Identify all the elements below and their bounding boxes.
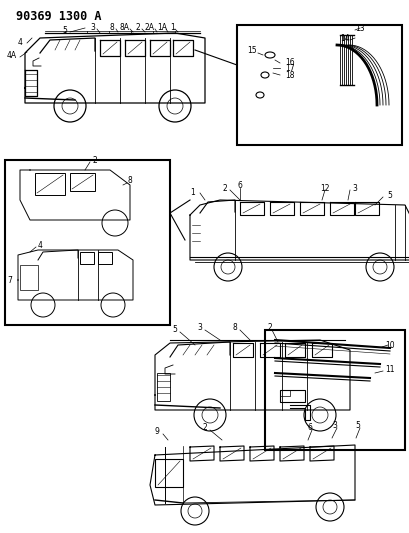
- Text: 3: 3: [352, 183, 357, 192]
- Text: 5: 5: [63, 26, 67, 35]
- Bar: [155, 459, 182, 487]
- Text: 4: 4: [38, 240, 43, 249]
- Text: 8A: 8A: [120, 22, 130, 31]
- Text: 8: 8: [109, 22, 114, 31]
- Text: 5: 5: [355, 422, 360, 431]
- Text: 8: 8: [127, 175, 132, 184]
- Text: 2: 2: [92, 156, 97, 165]
- Bar: [5, 160, 170, 325]
- Bar: [35, 173, 65, 195]
- Text: 16: 16: [285, 58, 294, 67]
- Text: 3: 3: [90, 22, 95, 31]
- Text: 15: 15: [247, 45, 256, 54]
- Text: 3: 3: [332, 422, 337, 431]
- Bar: [279, 390, 304, 402]
- Bar: [236, 25, 401, 145]
- Bar: [98, 252, 112, 264]
- Text: 7: 7: [7, 276, 12, 285]
- Text: 4: 4: [18, 37, 22, 46]
- Text: 2A: 2A: [145, 22, 155, 31]
- Text: 2: 2: [202, 424, 207, 432]
- Text: 9: 9: [154, 427, 159, 437]
- Text: 2: 2: [222, 183, 227, 192]
- Text: 18: 18: [285, 70, 294, 79]
- Bar: [70, 173, 95, 191]
- Text: 13: 13: [354, 23, 364, 33]
- Text: 1: 1: [190, 188, 195, 197]
- Bar: [264, 330, 404, 450]
- Bar: [20, 265, 38, 290]
- Text: 6: 6: [307, 423, 312, 432]
- Text: 12: 12: [319, 183, 329, 192]
- Text: 14: 14: [339, 34, 349, 43]
- Text: 8: 8: [232, 324, 237, 333]
- Text: 17: 17: [285, 63, 294, 72]
- Bar: [157, 373, 170, 401]
- Text: 2: 2: [135, 22, 140, 31]
- Text: 1A: 1A: [157, 22, 166, 31]
- Text: 3: 3: [197, 324, 202, 333]
- Text: 5: 5: [387, 190, 391, 199]
- Text: 6: 6: [237, 181, 242, 190]
- Text: 4A: 4A: [7, 51, 17, 60]
- Bar: [279, 390, 289, 396]
- Text: 90369 1300 A: 90369 1300 A: [16, 10, 102, 23]
- Text: 11: 11: [384, 366, 394, 375]
- Text: 5: 5: [172, 326, 177, 335]
- Text: 10: 10: [384, 341, 394, 350]
- Bar: [80, 252, 94, 264]
- Text: 2: 2: [267, 324, 272, 333]
- Text: 1: 1: [170, 22, 175, 31]
